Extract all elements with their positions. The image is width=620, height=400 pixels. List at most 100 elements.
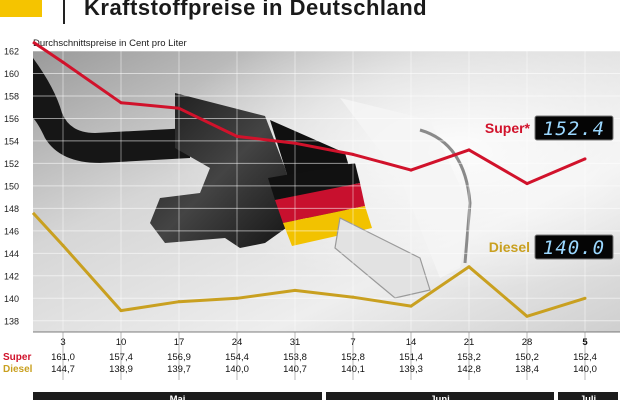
photo-background	[33, 51, 620, 332]
table-cell-super: 157,4	[109, 352, 133, 363]
chart-grid	[33, 50, 620, 332]
flag-stripe-red	[275, 183, 365, 223]
legend-label-diesel: Diesel	[489, 239, 530, 255]
data-point-super	[583, 157, 587, 161]
x-tick-label: 28	[522, 337, 533, 348]
x-tick-label: 24	[232, 337, 243, 348]
month-label: Mai	[170, 394, 186, 400]
month-label: Juli	[580, 394, 596, 400]
y-tick-label: 152	[4, 159, 19, 169]
line-chart: 138140142144146148150152154156158160162 …	[0, 38, 620, 400]
y-tick-label: 148	[4, 204, 19, 214]
data-point-diesel	[293, 288, 297, 292]
y-tick-label: 138	[4, 316, 19, 326]
table-cell-diesel: 140,7	[283, 364, 307, 375]
fuel-nozzle	[150, 93, 300, 248]
x-tick-label: 21	[464, 337, 475, 348]
month-band	[558, 392, 618, 400]
title-divider	[63, 0, 65, 24]
flag-stripe-black	[268, 163, 360, 200]
table-cell-diesel: 138,9	[109, 364, 133, 375]
table-cell-diesel: 140,0	[225, 364, 249, 375]
y-tick-label: 154	[4, 136, 19, 146]
x-axis-band	[0, 332, 620, 352]
car-body-highlight	[340, 98, 470, 278]
table-cell-super: 153,2	[457, 352, 481, 363]
data-point-diesel	[61, 243, 65, 247]
table-cell-diesel: 139,7	[167, 364, 191, 375]
table-row-label-super: Super	[3, 352, 31, 363]
month-bands: Mai Juni Juli	[33, 392, 618, 400]
data-point-super	[119, 101, 123, 105]
data-point-diesel	[119, 309, 123, 313]
nozzle-spout	[334, 217, 431, 299]
table-cell-super: 152,4	[573, 352, 597, 363]
x-axis: 3 10 17 24 31 7 14 21 28 5	[0, 331, 620, 380]
y-tick-label: 150	[4, 181, 19, 191]
table-cell-super: 161,0	[51, 352, 75, 363]
month-band	[33, 392, 322, 400]
month-band	[326, 392, 554, 400]
data-point-diesel	[583, 296, 587, 300]
y-tick-label: 140	[4, 294, 19, 304]
x-tick-label: 5	[582, 337, 588, 348]
data-point-super	[293, 141, 297, 145]
title-accent	[0, 0, 42, 17]
y-tick-label: 144	[4, 249, 19, 259]
month-label: Juni	[430, 394, 450, 400]
table-cell-super: 154,4	[225, 352, 249, 363]
table-cell-super: 151,4	[399, 352, 423, 363]
table-cell-diesel: 140,1	[341, 364, 365, 375]
x-tick-label: 17	[174, 337, 185, 348]
x-tick-label: 31	[290, 337, 301, 348]
table-cell-diesel: 140,0	[573, 364, 597, 375]
data-point-super	[177, 106, 181, 110]
table-cell-diesel: 142,8	[457, 364, 481, 375]
table-cell-diesel: 138,4	[515, 364, 539, 375]
price-display-super	[534, 115, 614, 141]
y-tick-label: 160	[4, 69, 19, 79]
x-tick-label: 7	[350, 337, 355, 348]
y-tick-label: 162	[4, 47, 19, 57]
data-point-diesel	[409, 304, 413, 308]
table-cell-super: 153,8	[283, 352, 307, 363]
fuel-hose	[33, 58, 190, 163]
table-row-label-diesel: Diesel	[3, 364, 33, 375]
data-point-super	[409, 168, 413, 172]
data-point-super	[235, 134, 239, 138]
data-point-super	[61, 60, 65, 64]
table-cell-super: 152,8	[341, 352, 365, 363]
flag-stripe-gold	[283, 206, 372, 246]
table-cell-diesel: 139,3	[399, 364, 423, 375]
value-table: Super 161,0 157,4 156,9 154,4 153,8 152,8 151,4…	[3, 352, 597, 375]
data-point-super	[525, 182, 529, 186]
table-cell-super: 156,9	[167, 352, 191, 363]
table-cell-super: 150,2	[515, 352, 539, 363]
price-display-value-diesel: 140.0	[543, 237, 605, 259]
y-tick-label: 158	[4, 91, 19, 101]
chart-title: Kraftstoffpreise in Deutschland	[84, 0, 428, 20]
price-display-diesel	[534, 234, 614, 260]
x-tick-label: 3	[60, 337, 65, 348]
data-point-diesel	[235, 296, 239, 300]
data-point-diesel	[351, 295, 355, 299]
chart-lines	[31, 40, 587, 318]
y-axis: 138 140 142 144 146 148 150 152 154 156 158 160 162	[4, 47, 19, 327]
data-point-super	[351, 152, 355, 156]
legend: Super* 152.4 Diesel 140.0	[485, 115, 614, 260]
y-tick-label: 146	[4, 226, 19, 236]
y-axis-label: Durchschnittspreise in Cent pro Liter	[33, 38, 187, 49]
table-cell-diesel: 144,7	[51, 364, 75, 375]
data-point-diesel	[467, 265, 471, 269]
data-point-diesel	[177, 300, 181, 304]
data-point-diesel	[525, 314, 529, 318]
x-tick-label: 10	[116, 337, 127, 348]
title-bar: Kraftstoffpreise in Deutschland	[0, 0, 620, 28]
x-tick-label: 14	[406, 337, 417, 348]
price-display-value-super: 152.4	[543, 118, 605, 140]
y-tick-label: 142	[4, 271, 19, 281]
data-point-super	[467, 148, 471, 152]
fuel-door-edge	[419, 128, 472, 264]
y-tick-label: 156	[4, 114, 19, 124]
